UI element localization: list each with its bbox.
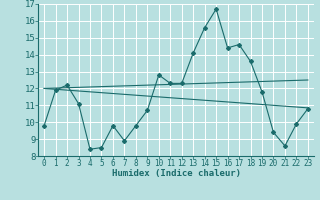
X-axis label: Humidex (Indice chaleur): Humidex (Indice chaleur) (111, 169, 241, 178)
